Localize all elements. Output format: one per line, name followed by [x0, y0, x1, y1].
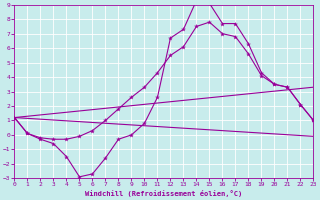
- X-axis label: Windchill (Refroidissement éolien,°C): Windchill (Refroidissement éolien,°C): [85, 190, 243, 197]
